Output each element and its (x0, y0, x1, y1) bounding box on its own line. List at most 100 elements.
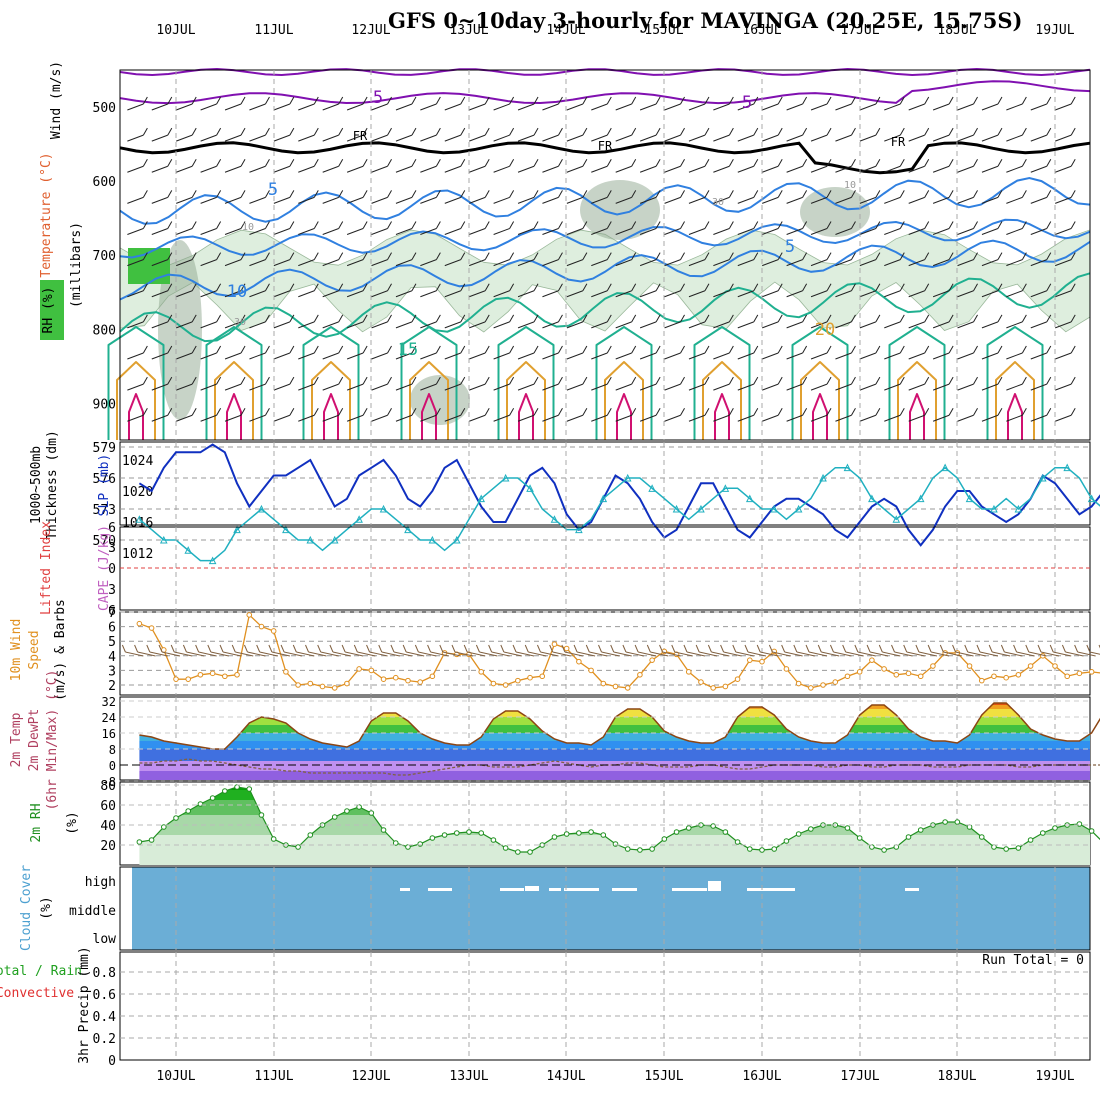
wind-tick: 4 (108, 650, 116, 665)
wind10-barb (869, 651, 889, 657)
rh2m-point (795, 831, 802, 837)
wind10-barb (781, 644, 786, 653)
rh2m-point (1039, 830, 1046, 836)
wind10-barb (878, 644, 883, 653)
wind-barb (932, 352, 950, 360)
wind-barb (395, 228, 413, 235)
wind-barb (265, 376, 270, 385)
wind-barb (411, 252, 417, 260)
wind-barb (713, 259, 730, 267)
thickness-point (306, 535, 315, 544)
wind10-barb (256, 644, 261, 653)
wind10-barb (427, 644, 432, 653)
wind-barb (411, 190, 417, 198)
rh-tick: 60 (100, 799, 116, 814)
wind10-barb (939, 644, 944, 653)
wind-barb (469, 383, 486, 391)
wind-barb (469, 228, 486, 235)
wind-barb (249, 383, 266, 391)
wind10-barb (976, 644, 981, 653)
wind-barb (469, 414, 486, 422)
wind-barb (542, 259, 559, 267)
wind-barb (265, 221, 270, 229)
wind-barb (826, 252, 832, 260)
wind-barb (322, 165, 339, 173)
wind-barb (899, 221, 905, 229)
wind-barb (273, 103, 291, 111)
thickness-tick: 573 (93, 503, 116, 518)
wind-barb (420, 196, 437, 204)
wind-barb (973, 314, 978, 323)
wind-barb (566, 321, 584, 329)
wind10-barb (491, 651, 510, 657)
wind10-barb (345, 651, 364, 657)
wind-barb (737, 196, 754, 204)
wind10-barb (198, 651, 217, 657)
wind-barb (298, 290, 315, 298)
rh2m-point (185, 808, 192, 814)
wind-barb (680, 127, 685, 136)
wind-speed-point (795, 680, 802, 687)
wind-barb (338, 314, 344, 323)
wind-barb (469, 290, 486, 298)
precip-axis-label: 3hr Precip (mm) (77, 946, 92, 1063)
wind-barb (762, 321, 779, 329)
diurnal-temp-contour (702, 361, 742, 440)
wind-barb (615, 103, 632, 111)
cloud-cover-fill (132, 867, 1090, 950)
wind-speed-point (417, 679, 423, 685)
wind-speed-point (380, 676, 387, 682)
wind-speed-point (319, 683, 326, 690)
wind-barb (362, 127, 368, 136)
thickness-point (745, 494, 754, 503)
wind-barb (688, 414, 706, 422)
thickness-point (330, 535, 339, 544)
wind-barb (167, 345, 173, 354)
wind-barb (240, 96, 246, 105)
wind-speed-point (185, 676, 192, 682)
rh2m-point (624, 846, 631, 852)
wind-barb (1055, 352, 1072, 360)
wind-barb (631, 376, 637, 385)
wind-barb (176, 259, 193, 267)
wind10-barb (414, 644, 419, 653)
diurnal-temp-contour (409, 361, 449, 440)
wind-barb (533, 252, 539, 260)
wind-barb (167, 283, 173, 291)
wind10-axis-label: (m/s) & Barbs (53, 599, 68, 701)
wind-barb (908, 414, 925, 422)
temperature-contour (119, 218, 1091, 259)
wind-barb (606, 283, 612, 291)
date-label-top: 19JUL (1035, 23, 1074, 38)
wind10-barb (305, 644, 309, 653)
wind-barb (216, 221, 222, 229)
wind-barb (420, 290, 437, 298)
wind10-barb (146, 644, 151, 653)
wind-barb (509, 376, 515, 385)
rh2m-point (1088, 828, 1095, 834)
rh2m-point (197, 801, 204, 807)
wind-barb (224, 196, 242, 204)
wind-barb (298, 414, 315, 422)
rh2m-point (331, 814, 338, 820)
wind10-barb (793, 644, 798, 653)
wind-barb (387, 190, 392, 198)
wind-barb (835, 103, 852, 111)
wind-barb (1070, 252, 1076, 260)
wind-barb (273, 290, 291, 298)
wind-barb (786, 352, 803, 360)
rh-shading-blob (580, 180, 660, 240)
rh2m-point (771, 846, 778, 852)
wind-barb (273, 228, 291, 235)
temp-tick: 24 (102, 711, 116, 725)
wind-barb (737, 321, 754, 329)
wind-barb (289, 190, 295, 198)
wind-barb (884, 196, 901, 204)
wind-barb (200, 165, 217, 173)
thickness-point (379, 504, 388, 513)
wind-barb (957, 352, 974, 360)
wind-barb (362, 283, 368, 291)
wind10-barb (271, 651, 290, 657)
wind-barb (582, 283, 588, 291)
wind-barb (298, 103, 315, 111)
